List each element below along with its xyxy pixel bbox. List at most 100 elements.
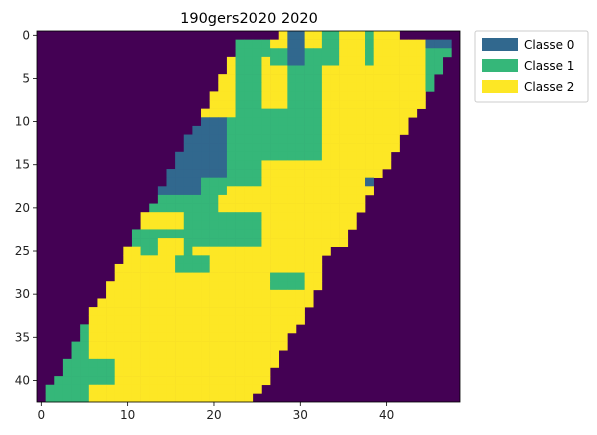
heatmap-cell (252, 281, 262, 291)
heatmap-cell (330, 151, 340, 161)
heatmap-cell (175, 194, 185, 204)
heatmap-cell (209, 229, 219, 239)
heatmap-cell (390, 74, 400, 84)
heatmap-cell (295, 255, 305, 265)
heatmap-cell (304, 143, 314, 153)
heatmap-cell (304, 31, 314, 40)
heatmap-cell (123, 289, 133, 299)
heatmap-cell (218, 350, 228, 360)
legend-label: Classe 1 (524, 59, 574, 73)
heatmap-cell (183, 341, 193, 351)
heatmap-cell (287, 272, 297, 282)
heatmap-cell (365, 108, 374, 118)
heatmap-cell (226, 177, 236, 187)
heatmap-cell (270, 238, 280, 247)
heatmap-cell (201, 117, 210, 127)
heatmap-cell (270, 56, 280, 66)
heatmap-cell (356, 186, 366, 196)
heatmap-cell (382, 108, 392, 118)
heatmap-cell (149, 289, 159, 299)
heatmap-cell (140, 332, 150, 342)
heatmap-cell (226, 376, 236, 386)
heatmap-cell (287, 246, 297, 256)
heatmap-cell (347, 143, 357, 153)
heatmap-cell (235, 393, 245, 403)
heatmap-cell (192, 125, 202, 135)
heatmap-cell (278, 177, 288, 187)
heatmap-cell (339, 229, 349, 239)
heatmap-cell (201, 160, 210, 170)
heatmap-cell (382, 100, 392, 109)
heatmap-cell (244, 143, 254, 153)
heatmap-cell (295, 194, 305, 204)
heatmap-cell (261, 91, 271, 101)
heatmap-cell (218, 229, 228, 239)
heatmap-cell (183, 263, 193, 273)
chart-title: 190gers2020 2020 (180, 11, 318, 27)
heatmap-cell (218, 246, 228, 256)
heatmap-cell (201, 298, 210, 308)
heatmap-cell (252, 194, 262, 204)
heatmap-cell (278, 48, 288, 58)
heatmap-cell (244, 341, 254, 351)
heatmap-cell (157, 281, 167, 291)
heatmap-cell (209, 324, 219, 334)
heatmap-cell (226, 65, 236, 75)
heatmap-cell (278, 108, 288, 118)
legend-label: Classe 0 (524, 38, 574, 52)
x-tick-label: 0 (37, 408, 45, 422)
heatmap-cell (192, 143, 202, 153)
heatmap-cell (321, 65, 331, 75)
heatmap-cell (192, 272, 202, 282)
heatmap-cell (235, 125, 245, 135)
heatmap-cell (390, 56, 400, 66)
heatmap-cell (157, 212, 167, 222)
heatmap-cell (252, 246, 262, 256)
plot-frame (36, 30, 461, 403)
heatmap-cell (201, 315, 210, 325)
heatmap-cell (261, 350, 271, 360)
heatmap-cell (425, 82, 435, 92)
heatmap-cell (123, 246, 133, 256)
heatmap-cell (226, 56, 236, 66)
heatmap-cell (416, 56, 426, 66)
heatmap-cell (373, 65, 383, 75)
heatmap-cell (287, 281, 297, 291)
heatmap-cell (270, 39, 280, 49)
heatmap-cell (425, 56, 435, 66)
heatmap-cell (235, 289, 245, 299)
heatmap-cell (287, 56, 297, 66)
heatmap-cell (218, 194, 228, 204)
heatmap-cell (244, 39, 254, 49)
heatmap-cell (97, 324, 107, 334)
heatmap-cell (408, 39, 418, 49)
heatmap-cell (295, 134, 305, 144)
heatmap-cell (235, 56, 245, 66)
heatmap-cell (382, 134, 392, 144)
heatmap-cell (235, 74, 245, 84)
heatmap-cell (235, 246, 245, 256)
heatmap-cell (252, 350, 262, 360)
heatmap-cell (201, 263, 210, 273)
heatmap-cell (278, 91, 288, 101)
heatmap-cell (304, 151, 314, 161)
heatmap-cell (131, 289, 141, 299)
heatmap-cell (321, 186, 331, 196)
heatmap-cell (140, 307, 150, 317)
heatmap-cell (149, 376, 159, 386)
heatmap-cell (252, 289, 262, 299)
heatmap-cell (416, 100, 426, 109)
heatmap-cell (321, 39, 331, 49)
heatmap-cell (399, 82, 409, 92)
heatmap-cell (330, 100, 340, 109)
heatmap-cell (304, 281, 314, 291)
heatmap-cell (183, 160, 193, 170)
heatmap-cell (339, 186, 349, 196)
heatmap-cell (278, 220, 288, 230)
heatmap-cell (321, 160, 331, 170)
heatmap-cell (339, 160, 349, 170)
heatmap-cell (295, 307, 305, 317)
heatmap-cell (209, 246, 219, 256)
heatmap-cell (183, 143, 193, 153)
heatmap-cell (295, 117, 305, 127)
